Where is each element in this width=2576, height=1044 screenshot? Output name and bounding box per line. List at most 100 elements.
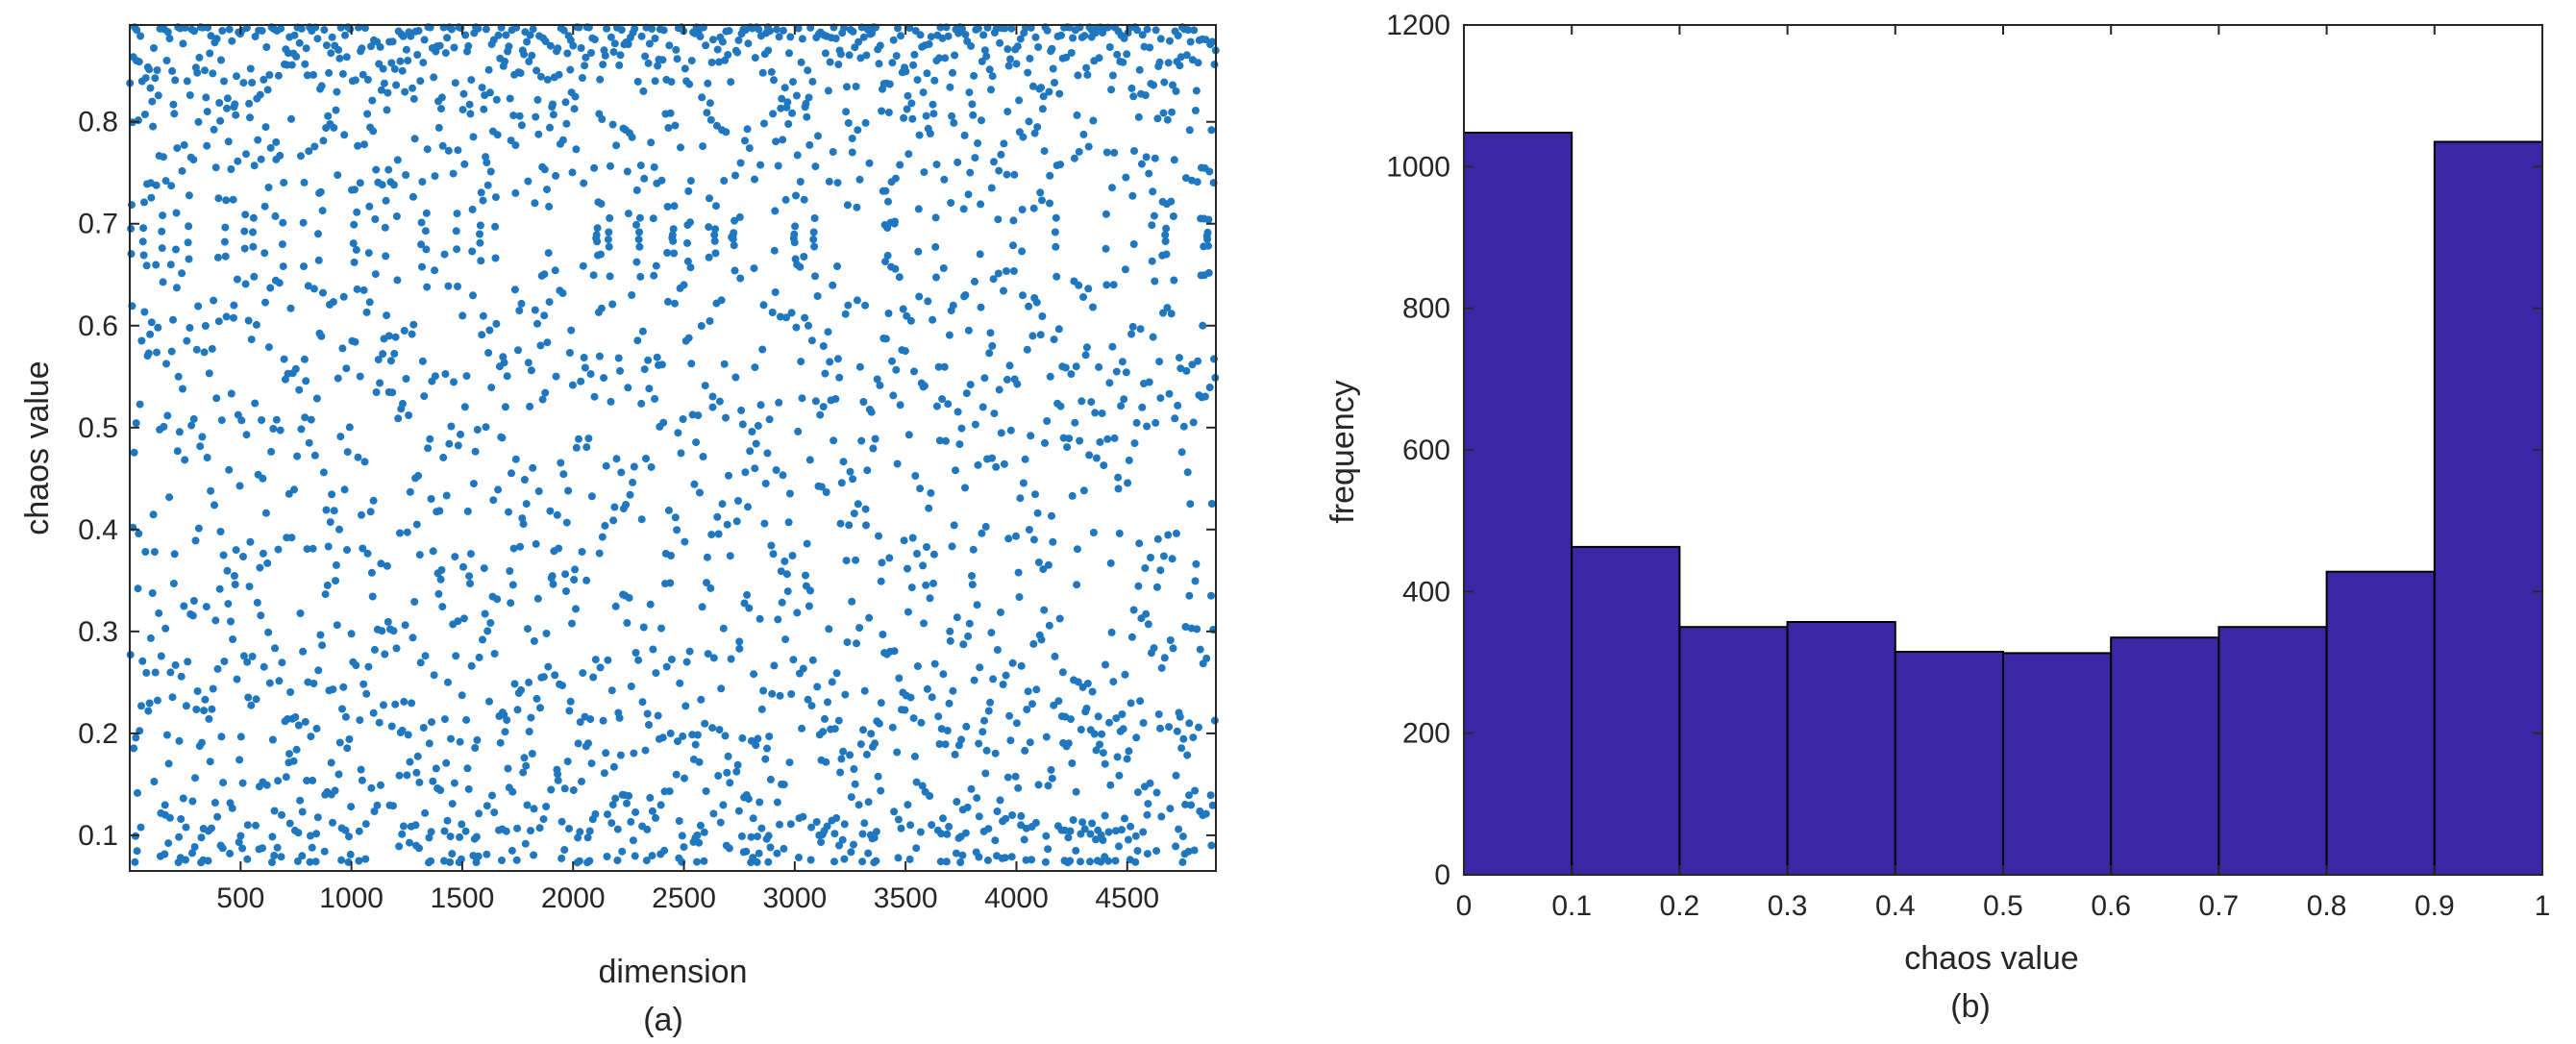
scatter-point: [1032, 685, 1041, 694]
scatter-point: [202, 603, 211, 611]
scatter-point: [193, 687, 202, 695]
scatter-point: [437, 105, 445, 113]
scatter-point: [876, 381, 884, 389]
scatter-point: [685, 80, 694, 88]
scatter-point: [1034, 781, 1043, 789]
scatter-point: [757, 824, 766, 833]
scatter-point: [1065, 435, 1074, 443]
scatter-point: [862, 521, 870, 530]
scatter-point: [943, 830, 952, 838]
scatter-point: [503, 372, 511, 381]
scatter-point: [527, 713, 535, 722]
scatter-point: [349, 239, 358, 248]
scatter-point: [600, 374, 608, 383]
scatter-point: [846, 467, 855, 476]
scatter-point: [697, 695, 706, 704]
scatter-point: [841, 690, 850, 699]
scatter-point: [865, 613, 874, 622]
scatter-point: [844, 301, 853, 310]
scatter-point: [522, 500, 531, 509]
scatter-point: [708, 403, 717, 411]
scatter-point: [414, 471, 423, 480]
scatter-point: [270, 807, 279, 815]
scatter-point: [1128, 191, 1137, 200]
scatter-point: [666, 729, 675, 737]
scatter-point: [609, 48, 618, 56]
scatter-point: [570, 105, 579, 113]
scatter-point: [388, 37, 397, 46]
scatter-point: [393, 276, 402, 285]
scatter-point: [1139, 719, 1148, 727]
scatter-point: [389, 627, 398, 635]
scatter-point: [861, 505, 870, 513]
scatter-point: [946, 83, 954, 91]
scatter-point: [1026, 54, 1034, 62]
scatter-point: [534, 130, 543, 138]
histogram-x-tick-label: 0.6: [2091, 890, 2131, 922]
scatter-point: [824, 328, 832, 336]
scatter-point: [398, 830, 407, 838]
scatter-point: [708, 392, 717, 401]
scatter-point: [478, 84, 486, 92]
scatter-point: [788, 109, 797, 117]
scatter-point: [1188, 360, 1197, 369]
scatter-point: [843, 201, 852, 210]
scatter-point: [135, 530, 143, 538]
scatter-point: [1017, 811, 1026, 820]
scatter-point: [1166, 636, 1175, 644]
scatter-point: [964, 326, 973, 335]
scatter-point: [171, 76, 180, 85]
scatter-point: [1136, 697, 1145, 706]
scatter-point: [971, 277, 978, 286]
scatter-point: [637, 32, 646, 40]
scatter-point: [917, 718, 926, 727]
scatter-y-tick-label: 0.6: [78, 311, 118, 342]
scatter-point: [843, 638, 852, 647]
scatter-point: [1046, 372, 1054, 381]
scatter-point: [276, 426, 285, 435]
scatter-point: [497, 433, 506, 441]
scatter-point: [745, 144, 754, 153]
scatter-point: [599, 716, 607, 725]
scatter-point: [789, 656, 798, 664]
scatter-point: [877, 786, 885, 795]
scatter-point: [977, 200, 985, 209]
scatter-point: [356, 179, 364, 187]
scatter-point: [576, 718, 584, 727]
scatter-point: [855, 37, 863, 46]
scatter-point: [1136, 325, 1145, 334]
scatter-point: [525, 58, 533, 65]
scatter-point: [872, 857, 880, 865]
scatter-point: [580, 179, 588, 187]
scatter-point: [508, 787, 517, 796]
scatter-point: [1044, 560, 1053, 569]
scatter-point: [888, 357, 896, 365]
scatter-point: [700, 828, 708, 836]
scatter-point: [1115, 771, 1124, 780]
scatter-point: [300, 262, 308, 271]
scatter-point: [542, 803, 551, 810]
scatter-point: [222, 312, 231, 321]
scatter-point: [1185, 126, 1194, 135]
scatter-point: [243, 821, 252, 830]
scatter-point: [1043, 26, 1052, 35]
scatter-point: [448, 850, 457, 858]
scatter-point: [531, 306, 539, 314]
scatter-point: [192, 345, 201, 354]
scatter-point: [392, 644, 401, 653]
scatter-point: [945, 822, 954, 831]
scatter-point: [302, 377, 310, 385]
scatter-point: [221, 252, 230, 261]
scatter-point: [799, 812, 807, 821]
scatter-point: [977, 303, 985, 311]
scatter-point: [394, 414, 403, 423]
scatter-point: [419, 724, 428, 732]
scatter-point: [1153, 534, 1162, 543]
scatter-point: [777, 104, 785, 112]
scatter-point: [280, 355, 288, 363]
scatter-point: [1077, 858, 1084, 866]
scatter-point: [220, 77, 228, 86]
scatter-point: [645, 721, 653, 729]
scatter-point: [491, 193, 500, 202]
